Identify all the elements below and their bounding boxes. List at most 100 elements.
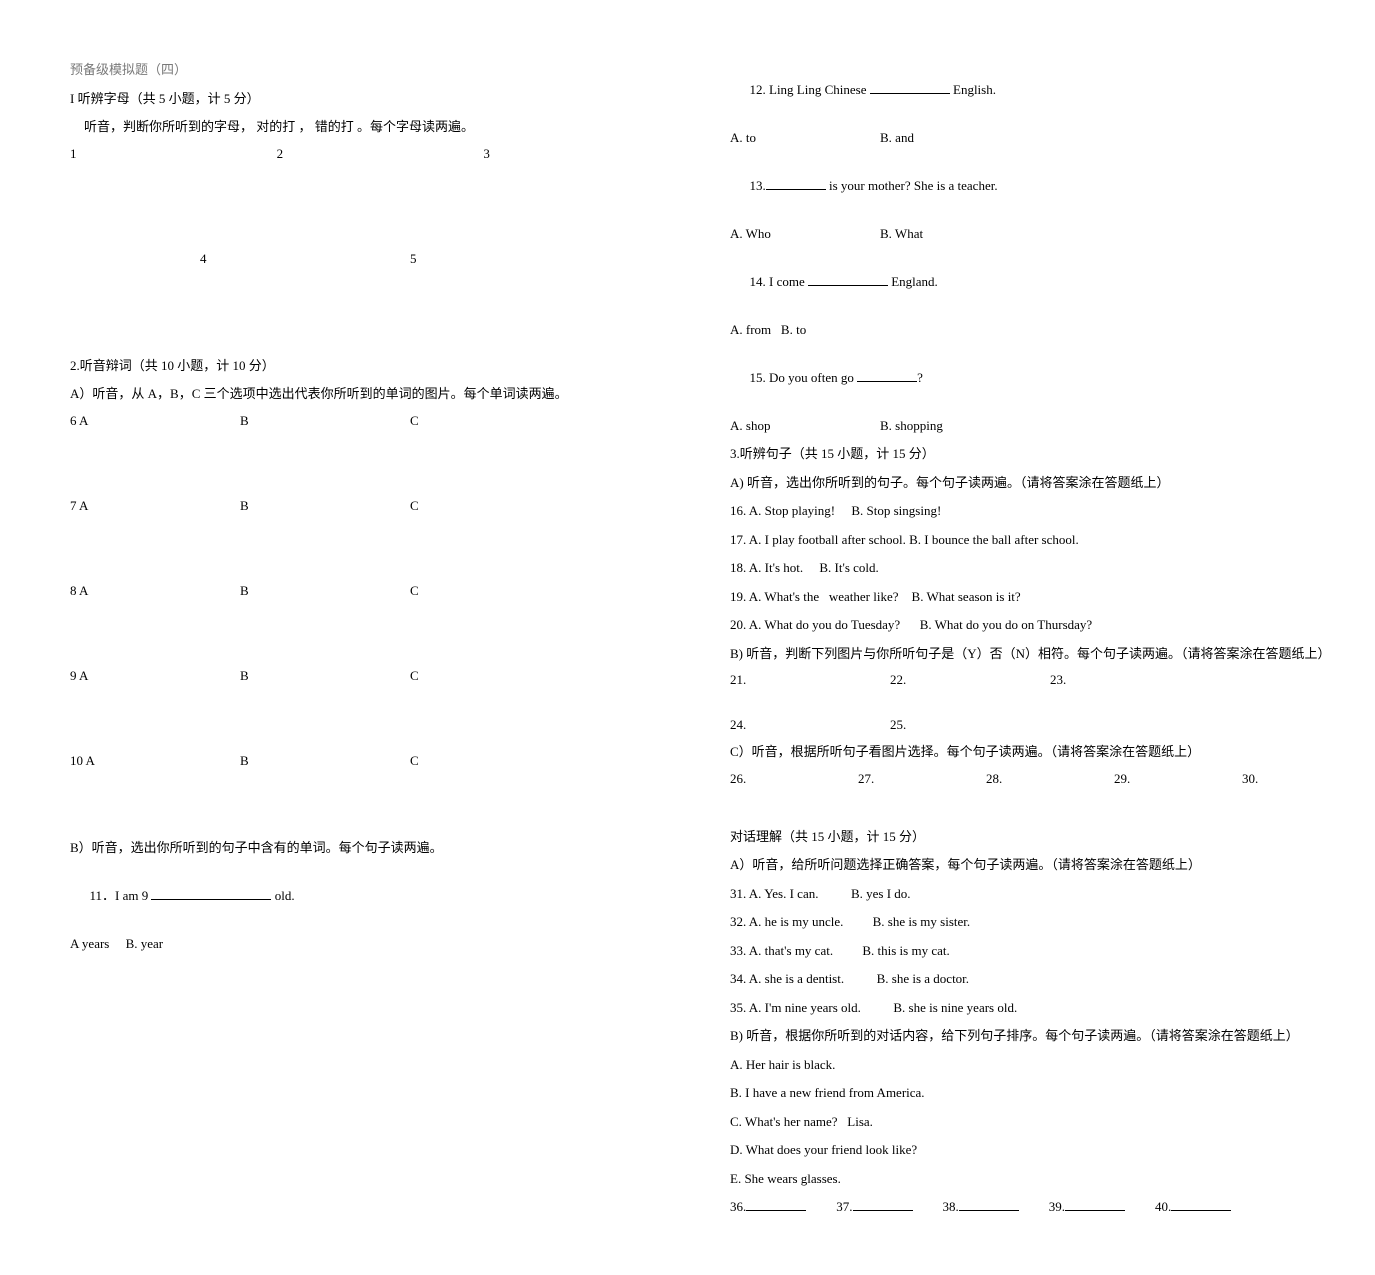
num-24: 24. bbox=[730, 717, 890, 733]
nums-26-30: 26. 27. 28. 29. 30. bbox=[730, 771, 1370, 787]
letter-row-1: 1 2 3 bbox=[70, 146, 690, 162]
spacer bbox=[70, 778, 690, 838]
fill-40: 40. bbox=[1155, 1197, 1231, 1215]
sentence-b: B. I have a new friend from America. bbox=[730, 1083, 1370, 1103]
pad bbox=[70, 251, 200, 267]
blank-37 bbox=[853, 1197, 913, 1211]
q10-c: C bbox=[410, 753, 580, 769]
q14-pre: 14. I come bbox=[750, 274, 808, 289]
spacer bbox=[70, 608, 690, 668]
section-1-heading: I 听辨字母（共 5 小题，计 5 分） bbox=[70, 89, 690, 109]
q8-row: 8 A B C bbox=[70, 583, 690, 599]
q11-post: old. bbox=[271, 888, 294, 903]
num-28: 28. bbox=[986, 771, 1114, 787]
q7-b: B bbox=[240, 498, 410, 514]
nums-24-25: 24. 25. bbox=[730, 717, 1370, 733]
blank-38 bbox=[959, 1197, 1019, 1211]
spacer bbox=[70, 171, 690, 251]
num-22: 22. bbox=[890, 672, 1050, 688]
spacer bbox=[730, 807, 1370, 827]
fills-36-40: 36. 37. 38. 39. 40. bbox=[730, 1197, 1370, 1215]
q16: 16. A. Stop playing! B. Stop singsing! bbox=[730, 501, 1370, 521]
spacer bbox=[70, 523, 690, 583]
num-26: 26. bbox=[730, 771, 858, 787]
sentence-d: D. What does your friend look like? bbox=[730, 1140, 1370, 1160]
section-4-instruction-b: B) 听音，根据你所听到的对话内容，给下列句子排序。每个句子读两遍。（请将答案涂… bbox=[730, 1026, 1370, 1046]
q10-b: B bbox=[240, 753, 410, 769]
q14-options: A. from B. to bbox=[730, 320, 1370, 340]
section-4-heading: 对话理解（共 15 小题，计 15 分） bbox=[730, 827, 1370, 847]
sentence-a: A. Her hair is black. bbox=[730, 1055, 1370, 1075]
q12-opt-b: B. and bbox=[880, 128, 1130, 148]
fill-38: 38. bbox=[943, 1197, 1019, 1215]
num-1: 1 bbox=[70, 146, 277, 162]
q15-blank bbox=[857, 368, 917, 382]
q13-opt-a: A. Who bbox=[730, 224, 880, 244]
fill-36: 36. bbox=[730, 1197, 806, 1215]
q11: 11．I am 9 old. bbox=[70, 866, 690, 925]
num-4: 4 bbox=[200, 251, 410, 267]
q6-row: 6 A B C bbox=[70, 413, 690, 429]
section-2-instruction-b: B）听音，选出你所听到的句子中含有的单词。每个句子读两遍。 bbox=[70, 838, 690, 858]
q6-c: C bbox=[410, 413, 580, 429]
blank-40 bbox=[1171, 1197, 1231, 1211]
q33: 33. A. that's my cat. B. this is my cat. bbox=[730, 941, 1370, 961]
spacer bbox=[70, 276, 690, 356]
q15-options: A. shop B. shopping bbox=[730, 416, 1370, 436]
q9-b: B bbox=[240, 668, 410, 684]
q17: 17. A. I play football after school. B. … bbox=[730, 530, 1370, 550]
exam-title: 预备级模拟题（四） bbox=[70, 60, 690, 80]
q11-options: A years B. year bbox=[70, 934, 690, 954]
section-1-instruction: 听音，判断你所听到的字母， 对的打 ， 错的打 。每个字母读两遍。 bbox=[70, 117, 690, 137]
q14-blank bbox=[808, 272, 888, 286]
num-5: 5 bbox=[410, 251, 620, 267]
q12-opt-a: A. to bbox=[730, 128, 880, 148]
page-container: 预备级模拟题（四） I 听辨字母（共 5 小题，计 5 分） 听音，判断你所听到… bbox=[70, 60, 1305, 1215]
section-2-instruction-a: A）听音，从 A，B，C 三个选项中选出代表你所听到的单词的图片。每个单词读两遍… bbox=[70, 384, 690, 404]
q32: 32. A. he is my uncle. B. she is my sist… bbox=[730, 912, 1370, 932]
section-3-instruction-b: B) 听音，判断下列图片与你所听句子是（Y）否（N）相符。每个句子读两遍。（请将… bbox=[730, 644, 1370, 664]
q15-opt-a: A. shop bbox=[730, 416, 880, 436]
q7-a: 7 A bbox=[70, 498, 240, 514]
q6-a: 6 A bbox=[70, 413, 240, 429]
sentence-e: E. She wears glasses. bbox=[730, 1169, 1370, 1189]
q13: 13. is your mother? She is a teacher. bbox=[730, 156, 1370, 215]
q14: 14. I come England. bbox=[730, 252, 1370, 311]
fill-39: 39. bbox=[1049, 1197, 1125, 1215]
q15-pre: 15. Do you often go bbox=[750, 370, 858, 385]
left-column: 预备级模拟题（四） I 听辨字母（共 5 小题，计 5 分） 听音，判断你所听到… bbox=[70, 60, 690, 1215]
num-2: 2 bbox=[277, 146, 484, 162]
q11-pre: 11．I am 9 bbox=[90, 888, 152, 903]
q11-blank bbox=[151, 886, 271, 900]
num-25: 25. bbox=[890, 717, 1050, 733]
blank-39 bbox=[1065, 1197, 1125, 1211]
spacer bbox=[730, 697, 1370, 717]
q6-b: B bbox=[240, 413, 410, 429]
q13-opt-b: B. What bbox=[880, 224, 1130, 244]
sentence-c: C. What's her name? Lisa. bbox=[730, 1112, 1370, 1132]
q13-pre: 13. bbox=[750, 178, 766, 193]
q35: 35. A. I'm nine years old. B. she is nin… bbox=[730, 998, 1370, 1018]
spacer bbox=[730, 787, 1370, 807]
q20: 20. A. What do you do Tuesday? B. What d… bbox=[730, 615, 1370, 635]
num-23: 23. bbox=[1050, 672, 1210, 688]
q15: 15. Do you often go ? bbox=[730, 348, 1370, 407]
q12-pre: 12. Ling Ling Chinese bbox=[750, 82, 870, 97]
q10-row: 10 A B C bbox=[70, 753, 690, 769]
q8-a: 8 A bbox=[70, 583, 240, 599]
q12: 12. Ling Ling Chinese English. bbox=[730, 60, 1370, 119]
q13-options: A. Who B. What bbox=[730, 224, 1370, 244]
q13-blank bbox=[766, 176, 826, 190]
q9-row: 9 A B C bbox=[70, 668, 690, 684]
section-3-instruction-c: C）听音，根据所听句子看图片选择。每个句子读两遍。（请将答案涂在答题纸上） bbox=[730, 742, 1370, 762]
q18: 18. A. It's hot. B. It's cold. bbox=[730, 558, 1370, 578]
nums-21-23: 21. 22. 23. bbox=[730, 672, 1370, 688]
q31: 31. A. Yes. I can. B. yes I do. bbox=[730, 884, 1370, 904]
right-column: 12. Ling Ling Chinese English. A. to B. … bbox=[730, 60, 1370, 1215]
num-30: 30. bbox=[1242, 771, 1370, 787]
q9-c: C bbox=[410, 668, 580, 684]
num-21: 21. bbox=[730, 672, 890, 688]
q12-post: English. bbox=[950, 82, 996, 97]
q8-c: C bbox=[410, 583, 580, 599]
section-3-heading: 3.听辨句子（共 15 小题，计 15 分） bbox=[730, 444, 1370, 464]
